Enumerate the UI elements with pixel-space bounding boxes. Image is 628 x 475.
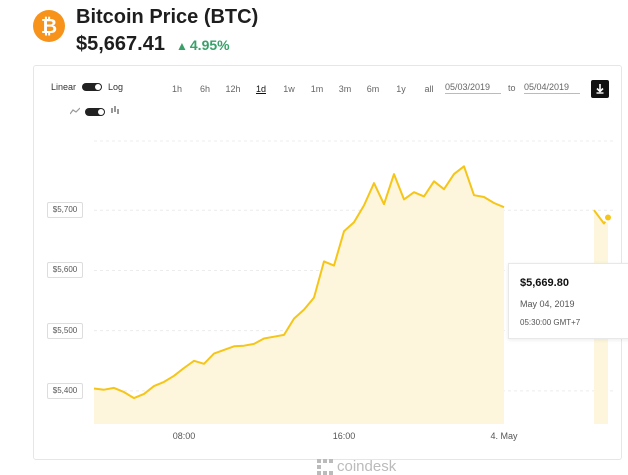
range-6h[interactable]: 6h	[199, 84, 210, 94]
date-from-input[interactable]	[445, 81, 501, 94]
line-chart-icon[interactable]	[69, 107, 81, 118]
scale-toggle[interactable]: Linear Log	[51, 82, 123, 92]
price-tooltip: $5,669.80 May 04, 2019 05:30:00 GMT+7	[508, 263, 628, 339]
watermark-text: coindesk	[337, 458, 397, 475]
chart-type-toggle[interactable]	[69, 106, 120, 118]
price-change: ▲ 4.95%	[176, 37, 230, 53]
range-1w[interactable]: 1w	[283, 84, 295, 94]
y-axis-label: $5,500	[47, 322, 83, 339]
coindesk-logo-icon	[317, 458, 333, 475]
tooltip-time: 05:30:00 GMT+7	[520, 318, 581, 327]
scale-linear-label: Linear	[51, 82, 77, 92]
chart-panel: Linear Log 1h 6h 12h 1d 1w 1m 3m 6m 1y a…	[33, 65, 628, 475]
range-all[interactable]: all	[424, 84, 434, 94]
time-range-selector: 1h 6h 12h 1d 1w 1m 3m 6m 1y all	[163, 84, 443, 94]
page-title: Bitcoin Price (BTC)	[76, 6, 259, 28]
range-1d[interactable]: 1d	[255, 84, 266, 94]
coindesk-watermark: coindesk	[317, 458, 396, 475]
range-12h[interactable]: 12h	[225, 84, 241, 94]
current-price: $5,667.41	[76, 33, 165, 55]
x-axis-label: 4. May	[490, 431, 518, 441]
price-change-value: 4.95%	[189, 37, 230, 53]
y-axis-label: $5,600	[47, 262, 83, 279]
price-area-fill	[94, 166, 504, 425]
x-axis-label: 16:00	[332, 431, 356, 441]
scale-switch[interactable]	[82, 83, 103, 91]
tooltip-date: May 04, 2019	[520, 299, 575, 309]
download-icon	[596, 84, 604, 94]
up-arrow-icon: ▲	[176, 39, 188, 53]
range-1h[interactable]: 1h	[171, 84, 182, 94]
date-to-input[interactable]	[524, 81, 580, 94]
range-6m[interactable]: 6m	[366, 84, 380, 94]
hover-point-marker	[603, 212, 613, 223]
y-axis-label: $5,400	[47, 382, 83, 399]
download-button[interactable]	[591, 80, 609, 98]
x-axis-label: 08:00	[172, 431, 196, 441]
tooltip-price: $5,669.80	[520, 277, 569, 289]
range-3m[interactable]: 3m	[338, 84, 352, 94]
price-line	[93, 165, 505, 400]
date-separator: to	[508, 83, 516, 93]
candlestick-icon[interactable]	[110, 106, 120, 118]
y-axis-label: $5,700	[47, 202, 83, 219]
range-1y[interactable]: 1y	[396, 84, 406, 94]
bitcoin-logo-icon: ₿	[33, 10, 65, 42]
range-1m[interactable]: 1m	[310, 84, 324, 94]
scale-log-label: Log	[108, 82, 124, 92]
chart-type-switch[interactable]	[85, 108, 105, 116]
